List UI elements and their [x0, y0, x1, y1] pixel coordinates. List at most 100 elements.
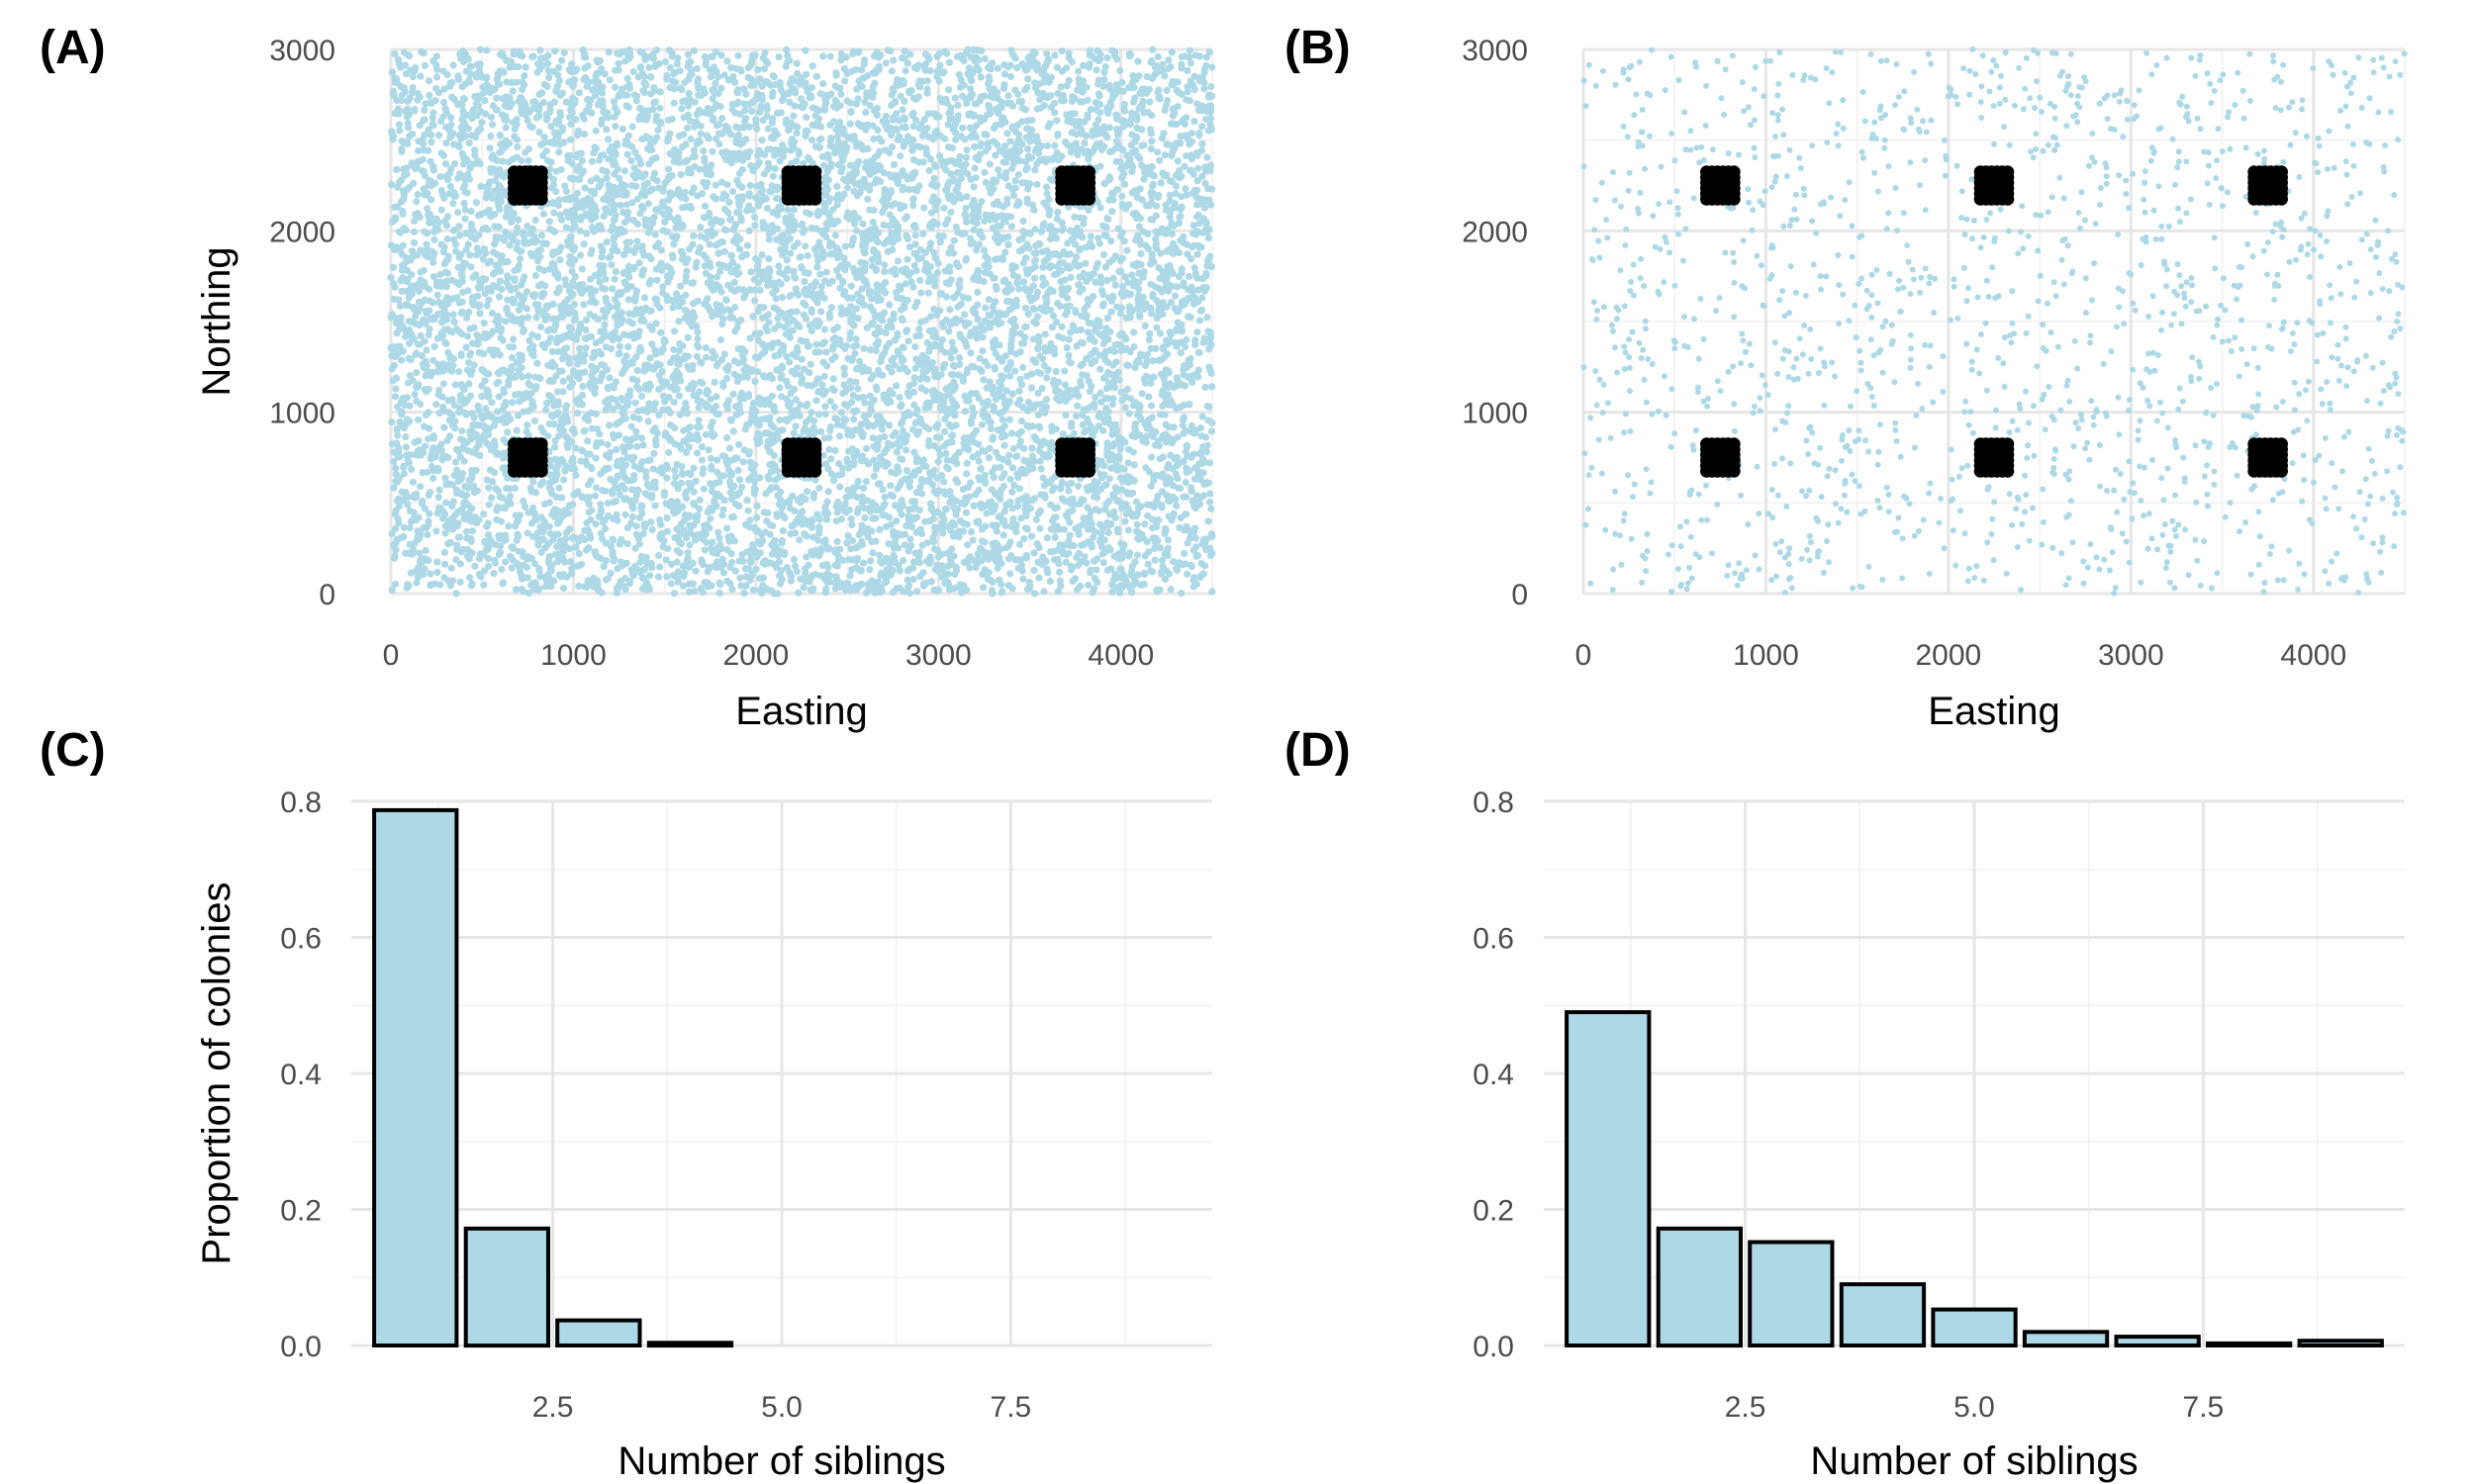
background-point — [1005, 416, 1013, 423]
background-point — [819, 80, 827, 88]
background-point — [982, 178, 990, 187]
background-point — [690, 146, 699, 154]
background-point — [1033, 333, 1042, 342]
background-point — [434, 132, 443, 139]
background-point — [1042, 396, 1051, 404]
background-point — [555, 148, 563, 156]
background-point — [1158, 504, 1166, 511]
background-point — [523, 529, 531, 537]
background-point — [866, 206, 874, 214]
background-point — [646, 354, 654, 362]
background-point — [1052, 367, 1060, 376]
background-point — [1114, 528, 1122, 536]
background-point — [551, 455, 559, 463]
background-point — [1028, 532, 1036, 540]
background-point — [557, 165, 565, 174]
background-point — [457, 351, 465, 359]
background-point — [999, 373, 1007, 381]
background-point — [591, 92, 600, 100]
background-point — [605, 511, 613, 520]
background-point — [887, 491, 895, 499]
background-point — [655, 59, 663, 68]
background-point — [791, 102, 799, 110]
background-point — [717, 178, 726, 186]
background-point — [999, 531, 1007, 539]
background-point — [506, 552, 515, 560]
background-point — [506, 93, 514, 102]
background-point — [672, 473, 680, 481]
background-point — [829, 375, 837, 383]
background-point — [584, 437, 592, 445]
background-point — [910, 448, 918, 456]
background-point — [1008, 390, 1016, 398]
background-point — [1079, 233, 1087, 241]
background-point — [481, 377, 489, 385]
background-point — [530, 98, 539, 106]
background-point — [481, 289, 489, 298]
background-point — [815, 523, 823, 531]
background-point — [786, 98, 794, 106]
background-point — [793, 59, 801, 67]
background-point — [762, 490, 770, 498]
background-point — [1183, 464, 1190, 472]
background-point — [480, 320, 488, 327]
background-point — [868, 499, 877, 507]
background-point — [1092, 393, 1099, 402]
background-point — [731, 78, 739, 86]
background-point — [1029, 356, 1037, 364]
background-point — [578, 265, 587, 273]
background-point — [1109, 274, 1117, 282]
background-point — [443, 294, 451, 302]
background-point — [1198, 413, 1206, 420]
background-point — [861, 399, 869, 407]
background-point — [1191, 51, 1199, 59]
background-point — [1147, 344, 1155, 352]
background-point — [587, 187, 595, 195]
background-point — [740, 366, 748, 374]
background-point — [1015, 285, 1023, 293]
background-point — [1100, 232, 1108, 239]
background-point — [925, 166, 933, 174]
background-point — [1141, 520, 1149, 528]
background-point — [1020, 535, 1028, 543]
background-point — [1147, 145, 1155, 153]
background-point — [483, 189, 491, 197]
background-point — [1025, 579, 1033, 587]
background-point — [947, 559, 955, 567]
background-point — [1017, 514, 1025, 522]
background-point — [1004, 458, 1012, 466]
background-point — [1031, 590, 1039, 598]
background-point — [1195, 130, 1203, 138]
background-point — [987, 189, 995, 197]
background-point — [846, 334, 854, 342]
background-point — [485, 501, 493, 509]
background-point — [603, 174, 611, 182]
background-point — [797, 401, 805, 409]
background-point — [847, 282, 855, 290]
background-point — [1195, 317, 1204, 325]
background-point — [589, 86, 597, 94]
background-point — [583, 230, 591, 237]
background-point — [572, 471, 580, 479]
background-point — [670, 345, 678, 354]
background-point — [678, 463, 686, 471]
background-point — [714, 73, 722, 81]
background-point — [790, 112, 798, 120]
background-point — [1186, 46, 1193, 54]
background-point — [1099, 82, 1107, 90]
background-point — [888, 229, 896, 236]
background-point — [611, 170, 618, 178]
background-point — [916, 483, 924, 491]
background-point — [858, 66, 866, 74]
background-point — [1066, 531, 1074, 539]
background-point — [449, 200, 457, 208]
background-point — [743, 241, 752, 249]
background-point — [1074, 402, 1082, 410]
background-point — [508, 363, 516, 371]
background-point — [812, 105, 820, 113]
background-point — [1194, 164, 1202, 172]
background-point — [535, 91, 543, 99]
background-point — [471, 93, 479, 101]
background-point — [837, 50, 845, 58]
